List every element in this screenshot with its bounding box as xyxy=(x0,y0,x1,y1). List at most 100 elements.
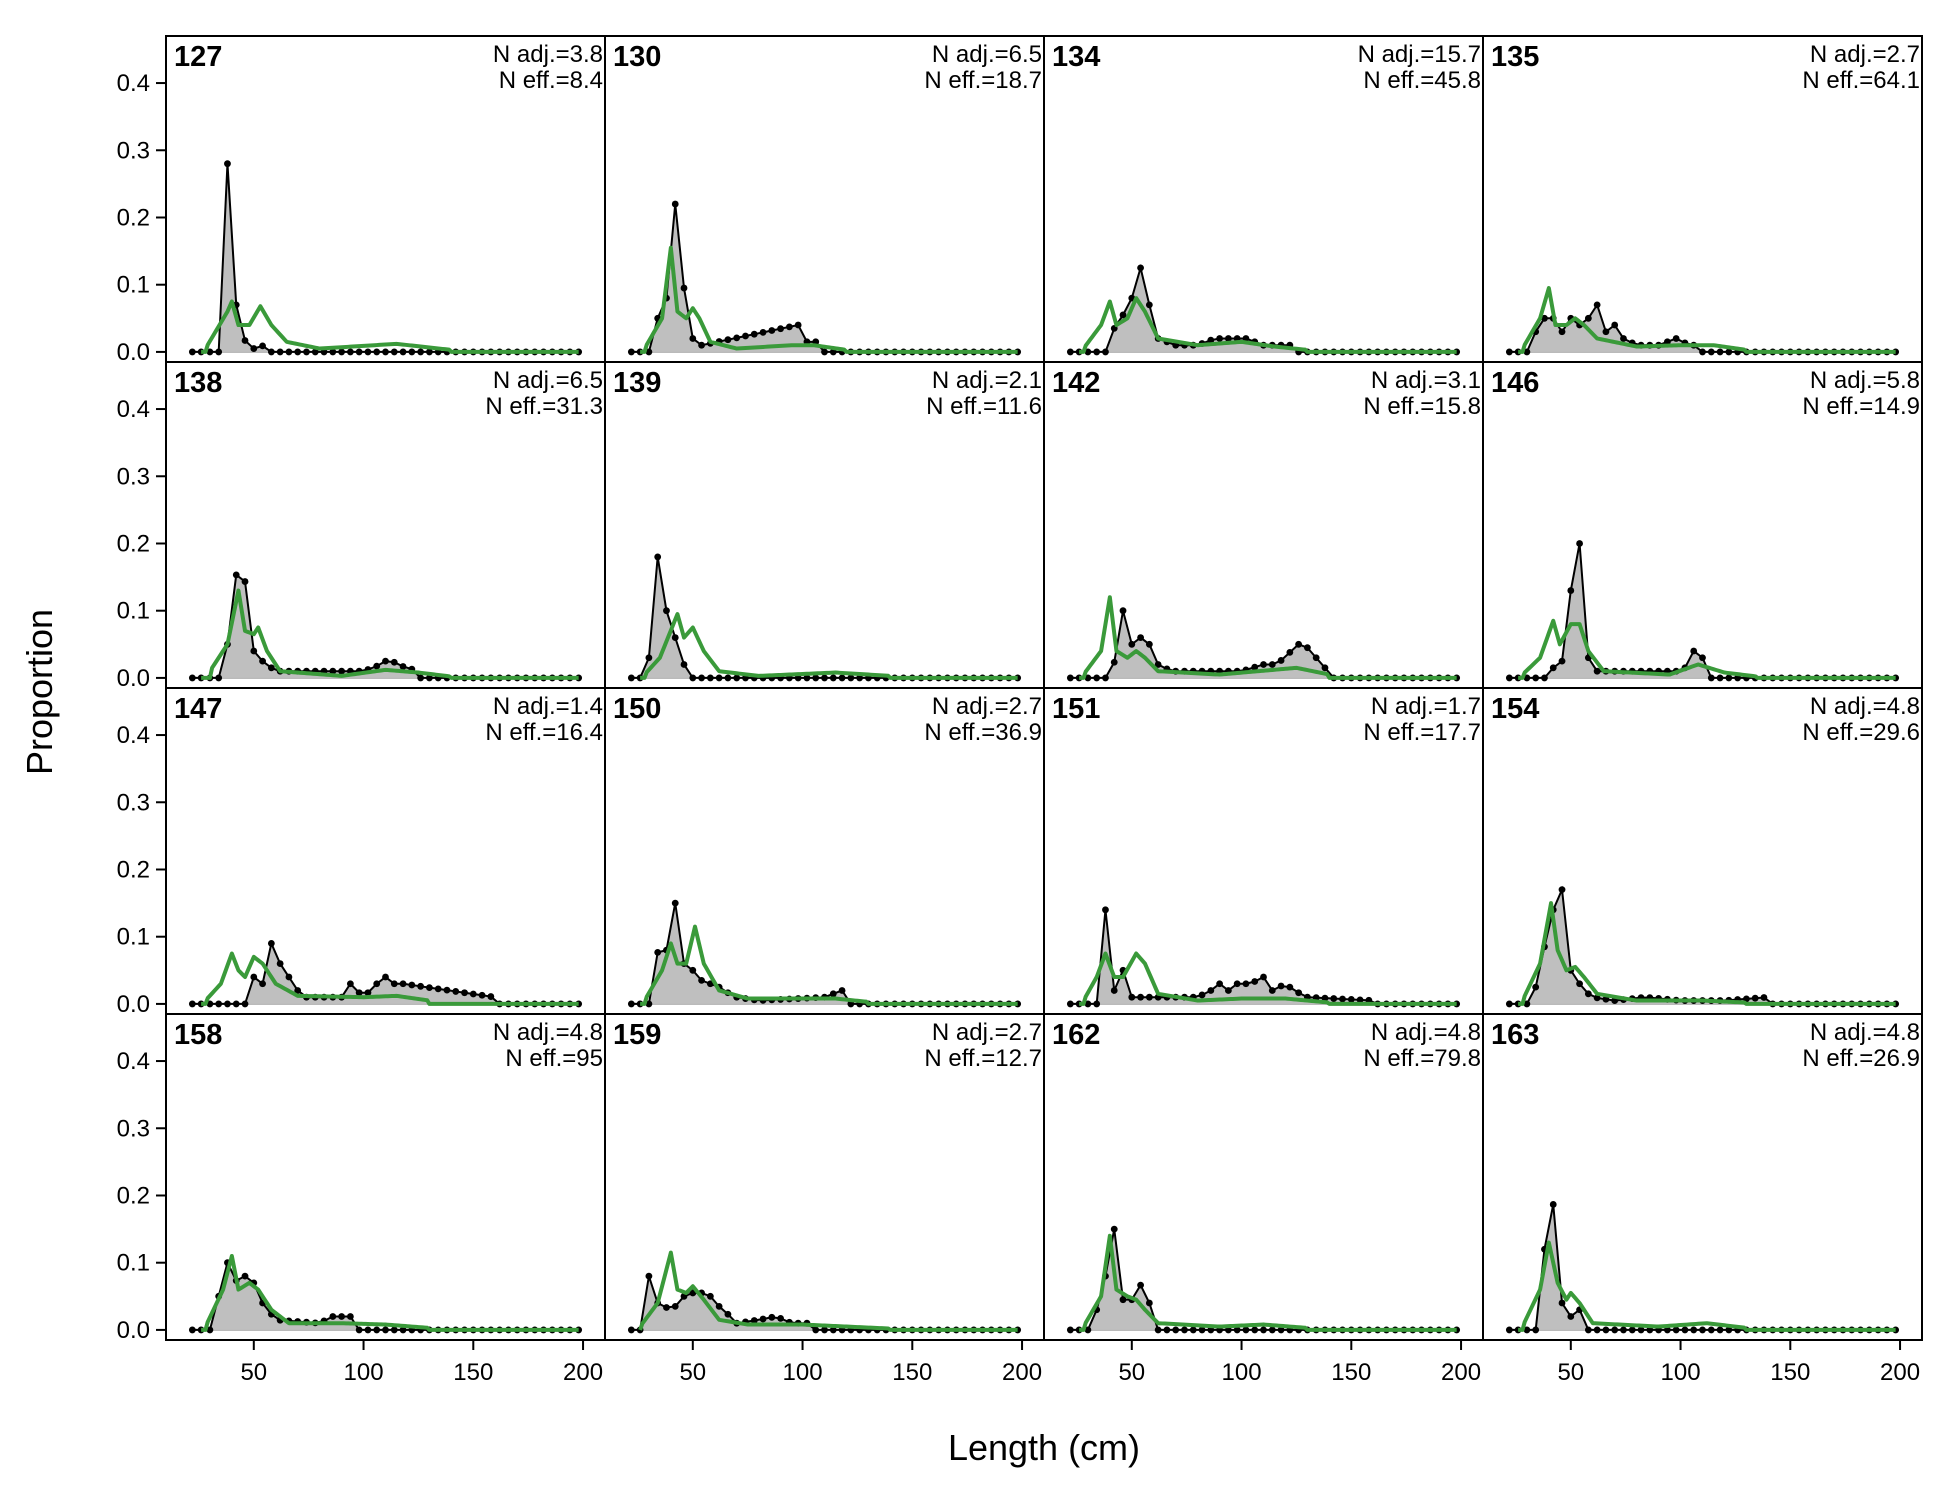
x-tick-label: 100 xyxy=(1222,1359,1262,1386)
observed-area xyxy=(631,903,1018,1004)
expected-line xyxy=(1518,1240,1896,1332)
observed-point xyxy=(1593,301,1601,309)
n-adj-label: N adj.=1.4 xyxy=(493,693,603,720)
observed-area xyxy=(1509,1204,1896,1330)
y-tick-label: 0.2 xyxy=(117,1182,150,1209)
observed-point xyxy=(680,284,688,292)
y-tick-label: 0.4 xyxy=(117,722,150,749)
observed-point xyxy=(1224,335,1232,342)
observed-point xyxy=(1286,648,1294,656)
observed-point xyxy=(329,348,337,356)
observed-point xyxy=(399,980,407,988)
observed-point xyxy=(1707,348,1715,356)
x-axis-title: Length (cm) xyxy=(948,1427,1140,1468)
n-eff-label: N eff.=29.6 xyxy=(1802,719,1920,746)
observed-point xyxy=(1172,1326,1180,1334)
expected-line xyxy=(201,1253,579,1332)
x-tick-label: 200 xyxy=(1880,1359,1920,1386)
observed-point xyxy=(1295,640,1303,648)
panel-id-label: 139 xyxy=(613,367,661,399)
observed-point xyxy=(803,674,811,682)
observed-point xyxy=(1251,1326,1259,1334)
expected-line xyxy=(1079,1233,1457,1332)
n-eff-label: N eff.=95 xyxy=(505,1045,603,1072)
observed-point xyxy=(1690,1326,1698,1334)
expected-line xyxy=(640,612,1018,680)
observed-point xyxy=(1066,1000,1074,1008)
observed-point xyxy=(654,948,662,956)
observed-point xyxy=(1584,990,1592,998)
observed-point xyxy=(426,674,433,682)
observed-point xyxy=(1154,661,1162,668)
y-tick-label: 0.2 xyxy=(117,856,150,883)
observed-point xyxy=(267,940,275,947)
observed-point xyxy=(382,973,389,981)
n-eff-label: N eff.=16.4 xyxy=(485,719,603,746)
observed-point xyxy=(206,348,214,356)
observed-point xyxy=(1145,1299,1153,1307)
x-tick-label: 200 xyxy=(1002,1359,1042,1386)
observed-area xyxy=(1070,909,1457,1004)
n-eff-label: N eff.=8.4 xyxy=(499,67,603,94)
observed-point xyxy=(1725,1326,1733,1334)
y-tick-label: 0.0 xyxy=(117,665,150,692)
observed-point xyxy=(768,327,776,334)
observed-point xyxy=(364,348,372,356)
observed-area xyxy=(631,204,1018,352)
n-eff-label: N eff.=79.8 xyxy=(1363,1045,1481,1072)
x-tick-label: 150 xyxy=(1770,1359,1810,1386)
panel-id-label: 150 xyxy=(613,693,661,725)
panel-151: 151 N adj.=1.7N eff.=17.7 xyxy=(1043,687,1484,1015)
observed-point xyxy=(1584,314,1592,322)
panel-id-label: 162 xyxy=(1052,1019,1100,1051)
observed-point xyxy=(1295,989,1303,997)
observed-point xyxy=(1189,1326,1197,1334)
observed-point xyxy=(364,1326,372,1334)
observed-point xyxy=(1716,348,1724,356)
observed-point xyxy=(706,674,714,682)
n-eff-label: N eff.=14.9 xyxy=(1802,393,1920,420)
observed-point xyxy=(1593,994,1601,1002)
observed-point xyxy=(777,325,784,333)
observed-point xyxy=(698,674,705,682)
observed-point xyxy=(267,348,275,356)
observed-point xyxy=(241,578,249,585)
observed-point xyxy=(329,667,337,675)
observed-point xyxy=(1277,1326,1285,1334)
axes: 0.0 0.1 0.2 0.3 0.4 0.0 0.1 0.2 0.3 0.4 0.0 0.1 0.2 0… xyxy=(117,70,1920,1386)
observed-point xyxy=(1137,264,1144,272)
panel-id-label: 147 xyxy=(174,693,222,725)
panel-135: 135 N adj.=2.7N eff.=64.1 xyxy=(1482,35,1923,363)
observed-point xyxy=(1725,348,1733,356)
observed-point xyxy=(1663,338,1671,346)
observed-point xyxy=(821,1326,828,1334)
panel-139: 139 N adj.=2.1N eff.=11.6 xyxy=(604,361,1045,689)
observed-point xyxy=(355,348,363,356)
observed-point xyxy=(689,335,697,342)
observed-point xyxy=(1198,991,1206,999)
observed-point xyxy=(355,1326,363,1334)
observed-point xyxy=(232,571,240,579)
observed-point xyxy=(338,348,345,356)
observed-point xyxy=(1541,314,1548,322)
observed-point xyxy=(426,984,433,991)
x-tick-label: 150 xyxy=(453,1359,493,1386)
observed-point xyxy=(663,1304,670,1311)
observed-point xyxy=(250,345,258,352)
observed-point xyxy=(390,658,398,666)
observed-point xyxy=(1216,980,1223,988)
observed-point xyxy=(1163,1326,1171,1334)
y-tick-label: 0.4 xyxy=(117,396,150,423)
observed-point xyxy=(1699,654,1706,662)
panel-154: 154 N adj.=4.8N eff.=29.6 xyxy=(1482,687,1923,1015)
observed-point xyxy=(373,348,381,356)
observed-point xyxy=(417,674,425,682)
observed-point xyxy=(241,1000,249,1008)
expected-line xyxy=(1079,296,1457,354)
observed-point xyxy=(645,1000,653,1008)
observed-area xyxy=(1070,267,1457,352)
n-adj-label: N adj.=5.8 xyxy=(1810,367,1920,394)
observed-point xyxy=(1611,321,1619,329)
observed-point xyxy=(1093,674,1101,682)
observed-point xyxy=(1593,667,1601,675)
